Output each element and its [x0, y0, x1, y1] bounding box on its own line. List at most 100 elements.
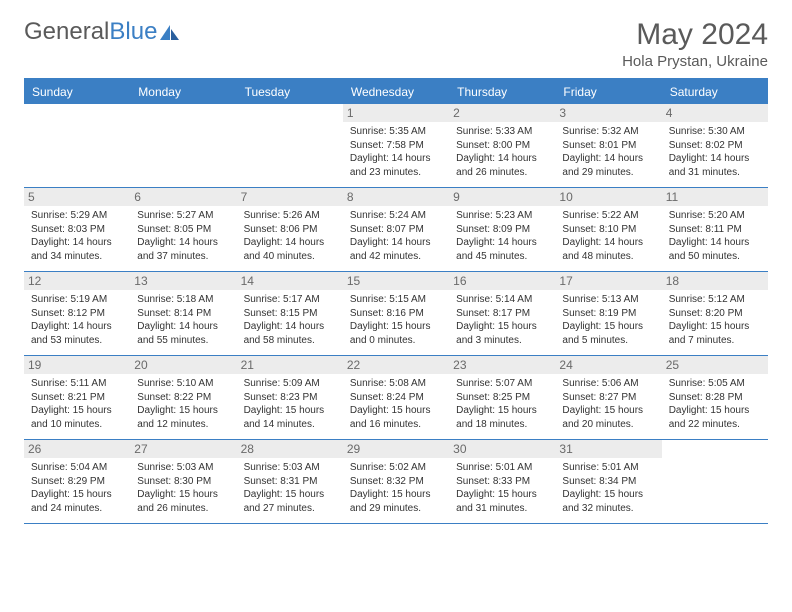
day-number: 30	[449, 440, 555, 458]
day-cell: 26Sunrise: 5:04 AMSunset: 8:29 PMDayligh…	[24, 440, 130, 523]
day-details: Sunrise: 5:12 AMSunset: 8:20 PMDaylight:…	[669, 293, 761, 347]
day-cell: 17 Sunrise: 5:13 AMSunset: 8:19 PMDayligh…	[555, 272, 661, 355]
day-number: 20	[130, 356, 236, 374]
day-cell: 25 Sunrise: 5:05 AMSunset: 8:28 PMDayligh…	[662, 356, 768, 439]
week-row: 19 Sunrise: 5:11 AMSunset: 8:21 PMDayligh…	[24, 356, 768, 440]
logo-sail-icon	[159, 23, 181, 41]
day-details: Sunrise: 5:29 AMSunset: 8:03 PMDaylight:…	[31, 209, 123, 263]
day-cell: 3 Sunrise: 5:32 AMSunset: 8:01 PMDaylight…	[555, 104, 661, 187]
day-cell: 28 Sunrise: 5:03 AMSunset: 8:31 PMDayligh…	[237, 440, 343, 523]
day-number: 11	[662, 188, 768, 206]
day-number: 8	[343, 188, 449, 206]
day-number: 3	[555, 104, 661, 122]
day-details: Sunrise: 5:17 AMSunset: 8:15 PMDaylight:…	[244, 293, 336, 347]
day-details: Sunrise: 5:09 AMSunset: 8:23 PMDaylight:…	[244, 377, 336, 431]
day-cell: 13 Sunrise: 5:18 AMSunset: 8:14 PMDayligh…	[130, 272, 236, 355]
weeks-container: 1Sunrise: 5:35 AMSunset: 7:58 PMDaylight…	[24, 104, 768, 524]
day-details: Sunrise: 5:03 AMSunset: 8:30 PMDaylight:…	[137, 461, 229, 515]
day-details: Sunrise: 5:05 AMSunset: 8:28 PMDaylight:…	[669, 377, 761, 431]
day-cell	[24, 104, 130, 187]
day-details: Sunrise: 5:27 AMSunset: 8:05 PMDaylight:…	[137, 209, 229, 263]
day-cell: 11 Sunrise: 5:20 AMSunset: 8:11 PMDayligh…	[662, 188, 768, 271]
month-title: May 2024	[622, 18, 768, 51]
day-number: 4	[662, 104, 768, 122]
day-cell: 23 Sunrise: 5:07 AMSunset: 8:25 PMDayligh…	[449, 356, 555, 439]
day-details: Sunrise: 5:13 AMSunset: 8:19 PMDaylight:…	[562, 293, 654, 347]
day-cell	[130, 104, 236, 187]
day-cell: 30 Sunrise: 5:01 AMSunset: 8:33 PMDayligh…	[449, 440, 555, 523]
day-details: Sunrise: 5:01 AMSunset: 8:33 PMDaylight:…	[456, 461, 548, 515]
day-number: 16	[449, 272, 555, 290]
day-number: 27	[130, 440, 236, 458]
day-cell: 19 Sunrise: 5:11 AMSunset: 8:21 PMDayligh…	[24, 356, 130, 439]
day-cell: 6 Sunrise: 5:27 AMSunset: 8:05 PMDaylight…	[130, 188, 236, 271]
day-number: 21	[237, 356, 343, 374]
day-details: Sunrise: 5:19 AMSunset: 8:12 PMDaylight:…	[31, 293, 123, 347]
day-cell: 12Sunrise: 5:19 AMSunset: 8:12 PMDayligh…	[24, 272, 130, 355]
day-number: 22	[343, 356, 449, 374]
day-details: Sunrise: 5:06 AMSunset: 8:27 PMDaylight:…	[562, 377, 654, 431]
day-number: 15	[343, 272, 449, 290]
week-row: 5 Sunrise: 5:29 AMSunset: 8:03 PMDaylight…	[24, 188, 768, 272]
day-number: 9	[449, 188, 555, 206]
day-number: 28	[237, 440, 343, 458]
day-details: Sunrise: 5:23 AMSunset: 8:09 PMDaylight:…	[456, 209, 548, 263]
day-details: Sunrise: 5:08 AMSunset: 8:24 PMDaylight:…	[350, 377, 442, 431]
week-row: 12Sunrise: 5:19 AMSunset: 8:12 PMDayligh…	[24, 272, 768, 356]
day-details: Sunrise: 5:18 AMSunset: 8:14 PMDaylight:…	[137, 293, 229, 347]
day-number: 14	[237, 272, 343, 290]
day-number: 6	[130, 188, 236, 206]
dow-cell: Monday	[130, 80, 236, 104]
day-details: Sunrise: 5:03 AMSunset: 8:31 PMDaylight:…	[244, 461, 336, 515]
day-details: Sunrise: 5:32 AMSunset: 8:01 PMDaylight:…	[562, 125, 654, 179]
day-cell: 10Sunrise: 5:22 AMSunset: 8:10 PMDayligh…	[555, 188, 661, 271]
day-cell: 4 Sunrise: 5:30 AMSunset: 8:02 PMDaylight…	[662, 104, 768, 187]
week-row: 26Sunrise: 5:04 AMSunset: 8:29 PMDayligh…	[24, 440, 768, 524]
calendar-page: GeneralBlue May 2024 Hola Prystan, Ukrai…	[0, 0, 792, 524]
day-number: 18	[662, 272, 768, 290]
day-number: 31	[555, 440, 661, 458]
day-details: Sunrise: 5:02 AMSunset: 8:32 PMDaylight:…	[350, 461, 442, 515]
day-details: Sunrise: 5:04 AMSunset: 8:29 PMDaylight:…	[31, 461, 123, 515]
day-details: Sunrise: 5:26 AMSunset: 8:06 PMDaylight:…	[244, 209, 336, 263]
dow-cell: Wednesday	[343, 80, 449, 104]
day-number: 23	[449, 356, 555, 374]
day-details: Sunrise: 5:07 AMSunset: 8:25 PMDaylight:…	[456, 377, 548, 431]
day-details: Sunrise: 5:15 AMSunset: 8:16 PMDaylight:…	[350, 293, 442, 347]
day-details: Sunrise: 5:01 AMSunset: 8:34 PMDaylight:…	[562, 461, 654, 515]
day-details: Sunrise: 5:14 AMSunset: 8:17 PMDaylight:…	[456, 293, 548, 347]
day-number: 10	[555, 188, 661, 206]
dow-cell: Sunday	[24, 80, 130, 104]
day-number: 17	[555, 272, 661, 290]
dow-cell: Tuesday	[237, 80, 343, 104]
day-cell: 20Sunrise: 5:10 AMSunset: 8:22 PMDayligh…	[130, 356, 236, 439]
day-cell: 2Sunrise: 5:33 AMSunset: 8:00 PMDaylight…	[449, 104, 555, 187]
day-number: 19	[24, 356, 130, 374]
day-cell: 24 Sunrise: 5:06 AMSunset: 8:27 PMDayligh…	[555, 356, 661, 439]
logo: GeneralBlue	[24, 18, 181, 46]
day-cell: 29Sunrise: 5:02 AMSunset: 8:32 PMDayligh…	[343, 440, 449, 523]
day-cell: 1Sunrise: 5:35 AMSunset: 7:58 PMDaylight…	[343, 104, 449, 187]
day-details: Sunrise: 5:30 AMSunset: 8:02 PMDaylight:…	[669, 125, 761, 179]
day-details: Sunrise: 5:20 AMSunset: 8:11 PMDaylight:…	[669, 209, 761, 263]
day-number: 5	[24, 188, 130, 206]
location: Hola Prystan, Ukraine	[622, 53, 768, 70]
day-cell: 27 Sunrise: 5:03 AMSunset: 8:30 PMDayligh…	[130, 440, 236, 523]
header: GeneralBlue May 2024 Hola Prystan, Ukrai…	[24, 18, 768, 70]
day-cell: 14 Sunrise: 5:17 AMSunset: 8:15 PMDayligh…	[237, 272, 343, 355]
day-cell: 8Sunrise: 5:24 AMSunset: 8:07 PMDaylight…	[343, 188, 449, 271]
day-details: Sunrise: 5:35 AMSunset: 7:58 PMDaylight:…	[350, 125, 442, 179]
day-number: 7	[237, 188, 343, 206]
day-number: 24	[555, 356, 661, 374]
dow-cell: Thursday	[449, 80, 555, 104]
day-number: 25	[662, 356, 768, 374]
week-row: 1Sunrise: 5:35 AMSunset: 7:58 PMDaylight…	[24, 104, 768, 188]
logo-text-1: General	[24, 18, 109, 46]
dow-cell: Friday	[555, 80, 661, 104]
day-details: Sunrise: 5:33 AMSunset: 8:00 PMDaylight:…	[456, 125, 548, 179]
day-details: Sunrise: 5:11 AMSunset: 8:21 PMDaylight:…	[31, 377, 123, 431]
day-number: 13	[130, 272, 236, 290]
day-cell	[662, 440, 768, 523]
title-block: May 2024 Hola Prystan, Ukraine	[622, 18, 768, 70]
day-cell: 15 Sunrise: 5:15 AMSunset: 8:16 PMDayligh…	[343, 272, 449, 355]
